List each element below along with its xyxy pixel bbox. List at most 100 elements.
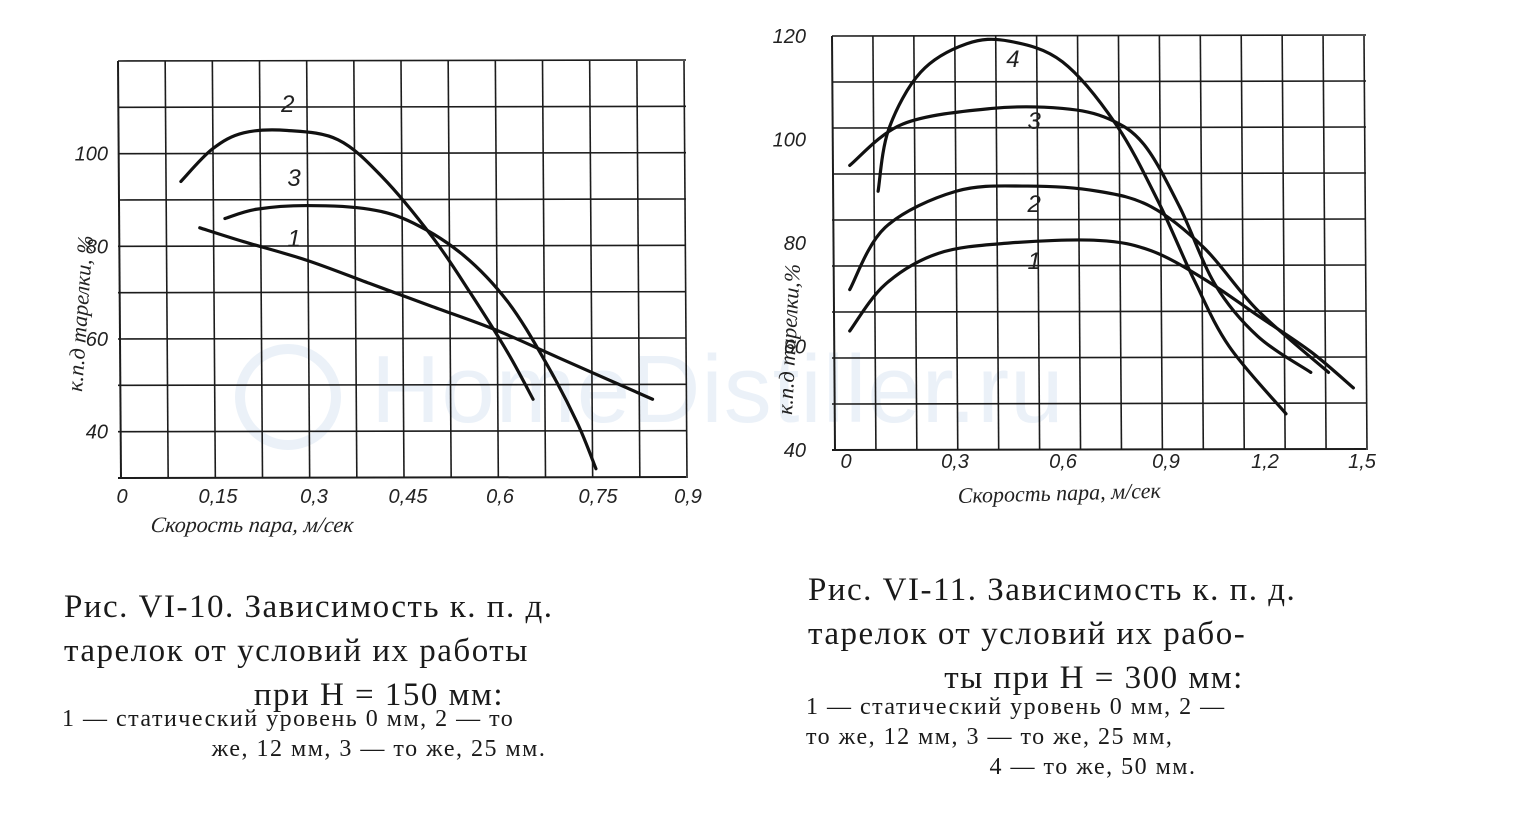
legend-line: 1 — статический уровень 0 мм, 2 — [806, 694, 1226, 720]
grid-hline [117, 476, 687, 479]
series-1-label: 1 [287, 225, 300, 252]
grid-hline [831, 126, 1367, 129]
x-tick-label: 0,9 [674, 486, 702, 508]
grid-hline [117, 244, 687, 248]
chart1-series: 1 2 3 [179, 91, 655, 471]
series-4-curve [876, 37, 1288, 416]
series-2-curve [179, 128, 535, 401]
grid-vline [164, 60, 169, 479]
y-tick-label: 120 [773, 26, 806, 48]
y-tick-label: 60 [86, 329, 108, 351]
grid-vline [1199, 35, 1205, 451]
chart-vi-10: 0 0,15 0,3 0,45 0,6 0,75 0,9 40 60 80 100 1 2 3 Скор… [62, 59, 702, 537]
chart2-series: 1 2 3 4 [848, 37, 1355, 416]
series-3-label: 3 [1027, 108, 1041, 135]
grid-hline [831, 448, 1367, 451]
grid-vline [541, 60, 547, 479]
x-tick-label: 1,5 [1348, 451, 1377, 473]
grid-vline [953, 35, 959, 451]
grid-vline [831, 35, 836, 451]
series-2-label: 2 [280, 91, 294, 118]
y-tick-label: 80 [86, 236, 108, 258]
grid-vline [400, 60, 405, 479]
caption-line: Рис. VI-10. Зависимость к. п. д. [64, 589, 554, 625]
grid-hline [831, 310, 1367, 313]
grid-hline [117, 290, 687, 294]
grid-vline [1158, 35, 1164, 451]
grid-vline [1322, 35, 1327, 451]
x-tick-label: 0,3 [300, 486, 328, 508]
y-tick-label: 40 [86, 422, 108, 444]
series-1-label: 1 [1027, 248, 1040, 275]
series-2-curve [848, 184, 1331, 374]
grid-hline [831, 356, 1367, 359]
x-tick-label: 0,6 [486, 486, 515, 508]
grid-hline [117, 429, 687, 433]
grid-vline [683, 60, 688, 479]
series-3-curve [223, 203, 598, 471]
chart2-y-axis-label: к.п.д тарелки,% [772, 263, 805, 415]
grid-hline [831, 80, 1367, 83]
x-tick-label: 0,9 [1152, 451, 1180, 473]
y-tick-label: 100 [75, 144, 108, 166]
caption-line: тарелок от условий их рабо- [808, 616, 1247, 652]
grid-hline [117, 105, 687, 109]
grid-vline [588, 60, 594, 479]
figure-vi-11-legend: 1 — статический уровень 0 мм, 2 — то же,… [806, 692, 1380, 782]
grid-hline [831, 218, 1367, 221]
grid-vline [117, 60, 122, 479]
grid-vline [1035, 35, 1041, 451]
series-1-curve [848, 238, 1355, 390]
grid-hline [831, 402, 1367, 405]
legend-line: то же, 12 мм, 3 — то же, 25 мм, [806, 724, 1174, 750]
grid-vline [494, 60, 500, 479]
x-tick-label: 0 [840, 451, 851, 473]
grid-hline [117, 59, 687, 62]
x-tick-label: 0 [116, 486, 127, 508]
grid-vline [1363, 35, 1368, 451]
x-tick-label: 0,6 [1049, 451, 1078, 473]
grid-vline [636, 60, 641, 479]
series-1-curve [198, 226, 655, 401]
grid-hline [117, 337, 687, 340]
grid-hline [831, 172, 1367, 175]
caption-line: тарелок от условий их работы [64, 633, 529, 669]
chart1-tick-labels: 0 0,15 0,3 0,45 0,6 0,75 0,9 40 60 80 100 [75, 144, 702, 508]
grid-hline [831, 34, 1367, 37]
x-tick-label: 0,15 [199, 486, 239, 508]
caption-line: ты при H = 300 мм: [944, 660, 1244, 696]
figure-vi-10-legend: 1 — статический уровень 0 мм, 2 — то же,… [62, 704, 696, 764]
grid-vline [913, 35, 918, 451]
grid-vline [1240, 35, 1246, 451]
x-tick-label: 0,3 [941, 451, 969, 473]
grid-vline [447, 60, 452, 479]
chart-vi-11: 0 0,3 0,6 0,9 1,2 1,5 40 60 80 100 120 1 2 3 4 Скорос… [772, 26, 1377, 508]
series-3-label: 3 [287, 165, 301, 192]
chart2-tick-labels: 0 0,3 0,6 0,9 1,2 1,5 40 60 80 100 120 [773, 26, 1377, 473]
grid-hline [117, 151, 687, 155]
grid-vline [1281, 35, 1286, 451]
grid-vline [353, 60, 358, 479]
y-tick-label: 40 [784, 440, 806, 462]
caption-line: при H = 150 мм: [253, 677, 505, 713]
y-tick-label: 100 [773, 130, 806, 152]
caption-line: Рис. VI-11. Зависимость к. п. д. [808, 572, 1297, 608]
x-tick-label: 1,2 [1251, 451, 1279, 473]
series-3-curve [848, 105, 1313, 374]
grid-hline [831, 264, 1367, 267]
y-tick-label: 60 [784, 337, 806, 359]
legend-line: 4 — то же, 50 мм. [989, 754, 1197, 780]
figure-vi-10-caption: Рис. VI-10. Зависимость к. п. д. тарелок… [64, 585, 694, 717]
chart1-grid [117, 59, 688, 479]
chart2-x-axis-label: Скорость пара, м/сек [957, 478, 1161, 508]
series-2-label: 2 [1026, 191, 1040, 218]
grid-vline [211, 60, 217, 479]
figure-vi-11-caption: Рис. VI-11. Зависимость к. п. д. тарелок… [808, 568, 1380, 700]
x-tick-label: 0,45 [389, 486, 429, 508]
chart1-x-axis-label: Скорость пара, м/сек [150, 512, 356, 537]
x-tick-label: 0,75 [579, 486, 619, 508]
legend-line: же, 12 мм, 3 — то же, 25 мм. [211, 736, 547, 762]
grid-vline [1076, 35, 1082, 451]
series-4-label: 4 [1006, 46, 1019, 73]
grid-hline [117, 383, 687, 387]
